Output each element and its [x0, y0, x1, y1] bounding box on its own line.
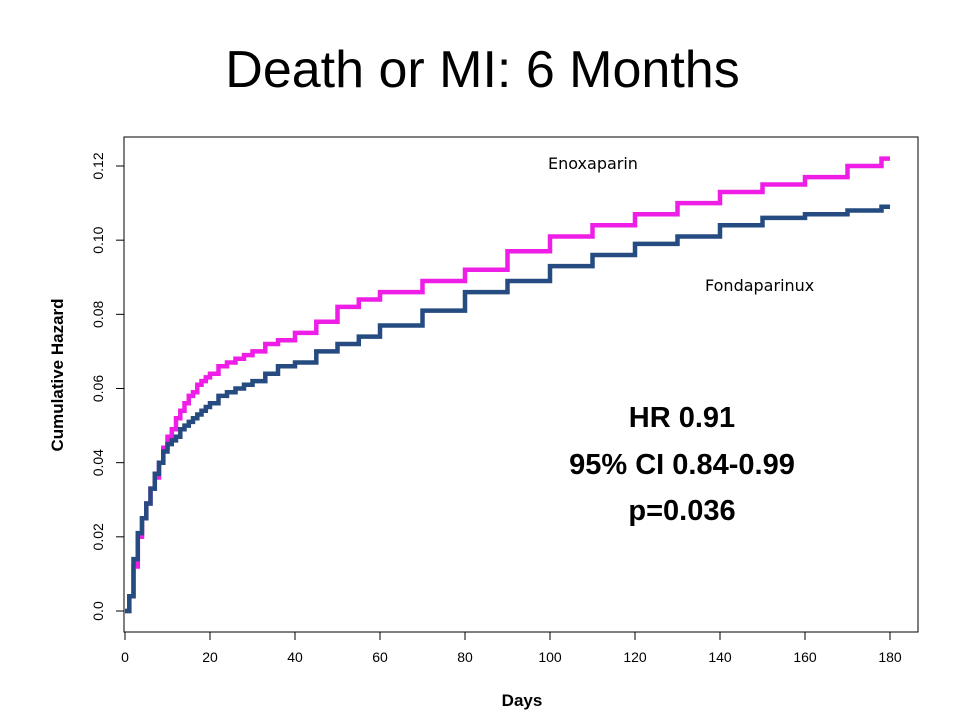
x-tick-label: 120 — [623, 649, 647, 665]
x-axis: 0 20 40 60 80 100 120 140 160 180 — [121, 631, 902, 665]
y-tick-label: 0.06 — [90, 375, 106, 402]
confidence-interval-annotation: 95% CI 0.84-0.99 — [569, 449, 795, 481]
x-tick-label: 100 — [538, 649, 562, 665]
chart-title: Death or MI: 6 Months — [225, 41, 740, 99]
hazard-ratio-annotation: HR 0.91 — [629, 402, 735, 434]
y-axis: 0.0 0.02 0.04 0.06 0.08 0.10 0.12 — [90, 152, 125, 621]
x-tick-label: 40 — [287, 649, 303, 665]
x-tick-label: 80 — [457, 649, 473, 665]
y-axis-label: Cumulative Hazard — [48, 298, 67, 451]
series-label-enoxaparin: Enoxaparin — [548, 154, 638, 173]
x-axis-label: Days — [502, 691, 543, 710]
y-tick-label: 0.0 — [90, 601, 106, 621]
y-tick-label: 0.04 — [90, 449, 106, 476]
x-tick-label: 160 — [793, 649, 817, 665]
x-tick-label: 60 — [372, 649, 388, 665]
y-tick-label: 0.08 — [90, 300, 106, 327]
y-tick-label: 0.10 — [90, 226, 106, 253]
x-tick-label: 180 — [878, 649, 902, 665]
series-lines — [125, 156, 890, 614]
y-tick-label: 0.12 — [90, 152, 106, 179]
y-tick-label: 0.02 — [90, 523, 106, 550]
series-line-enoxaparin — [125, 156, 890, 614]
x-tick-label: 0 — [121, 649, 129, 665]
series-line-fondaparinux — [125, 204, 890, 614]
x-tick-label: 20 — [202, 649, 218, 665]
p-value-annotation: p=0.036 — [628, 495, 735, 527]
x-tick-label: 140 — [708, 649, 732, 665]
series-label-fondaparinux: Fondaparinux — [705, 276, 814, 295]
